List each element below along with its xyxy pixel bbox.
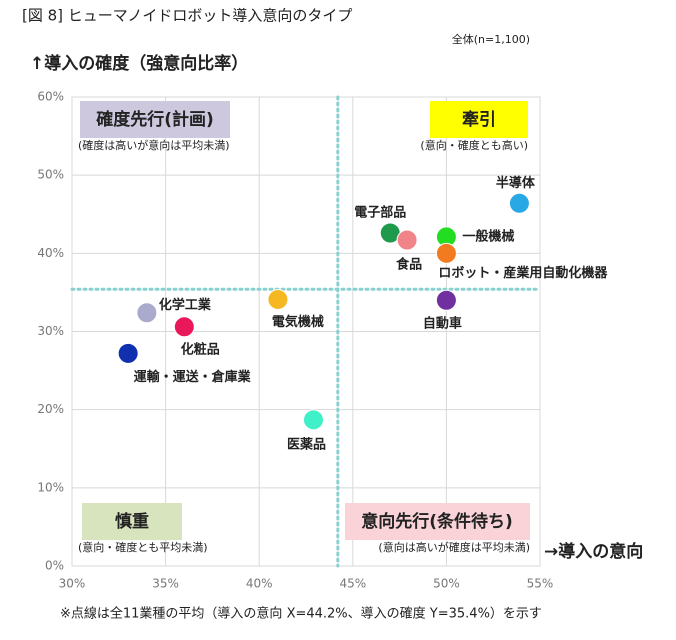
quadrant-box	[430, 101, 528, 138]
y-tick-label: 30%	[37, 324, 64, 338]
quadrant-box	[345, 503, 530, 540]
point	[136, 302, 158, 324]
x-tick-label: 30%	[59, 577, 86, 591]
footnote: ※点線は全11業種の平均（導入の意向 X=44.2%、導入の確度 Y=35.4%…	[60, 606, 542, 622]
x-tick-label: 55%	[527, 577, 554, 591]
quadrant-box	[80, 101, 230, 138]
point-label: 電気機械	[272, 314, 324, 330]
point	[117, 342, 139, 364]
point-label: 運輸・運送・倉庫業	[134, 369, 252, 385]
point-label: ロボット・産業用自動化機器	[438, 265, 608, 281]
point-label: 自動車	[423, 316, 462, 332]
y-tick-label: 40%	[37, 246, 64, 260]
quadrant-note: (意向・確度とも高い)	[420, 138, 528, 152]
y-tick-label: 20%	[37, 402, 64, 416]
x-axis-label: →導入の意向	[544, 541, 643, 562]
quadrant-label: 牽引	[462, 109, 496, 130]
chart-subtitle: 全体(n=1,100)	[452, 32, 530, 46]
point-label: 半導体	[496, 175, 536, 191]
point-label: 一般機械	[462, 228, 514, 244]
y-tick-label: 10%	[37, 480, 64, 494]
point-label: 医薬品	[287, 436, 326, 452]
point-label: 化粧品	[181, 341, 220, 357]
point	[396, 229, 418, 251]
point-label: 食品	[396, 257, 422, 273]
point	[267, 288, 289, 310]
point-label: 化学工業	[159, 297, 212, 313]
x-tick-label: 35%	[152, 577, 179, 591]
quadrant-note: (意向・確度とも平均未満)	[78, 540, 208, 554]
quadrant-box	[82, 503, 182, 540]
x-tick-label: 40%	[246, 577, 273, 591]
y-tick-label: 60%	[37, 90, 64, 104]
x-tick-label: 50%	[433, 577, 460, 591]
y-axis-label: ↑導入の確度（強意向比率）	[30, 53, 248, 74]
quadrant-note: (意向は高いが確度は平均未満)	[378, 540, 530, 554]
point	[435, 289, 457, 311]
quadrant-label: 意向先行(条件待ち)	[361, 511, 513, 532]
y-tick-label: 0%	[45, 559, 64, 573]
quadrant-note: (確度は高いが意向は平均未満)	[78, 138, 230, 152]
point	[508, 192, 530, 214]
chart-title: [図 8] ヒューマノイドロボット導入意向のタイプ	[22, 7, 352, 25]
point-label: 電子部品	[354, 205, 406, 221]
quadrant-label: 確度先行(計画)	[96, 109, 214, 130]
x-tick-label: 45%	[339, 577, 366, 591]
quadrant-label: 慎重	[115, 511, 149, 532]
point	[173, 316, 195, 338]
y-tick-label: 50%	[37, 168, 64, 182]
point	[302, 409, 324, 431]
point	[435, 242, 457, 264]
